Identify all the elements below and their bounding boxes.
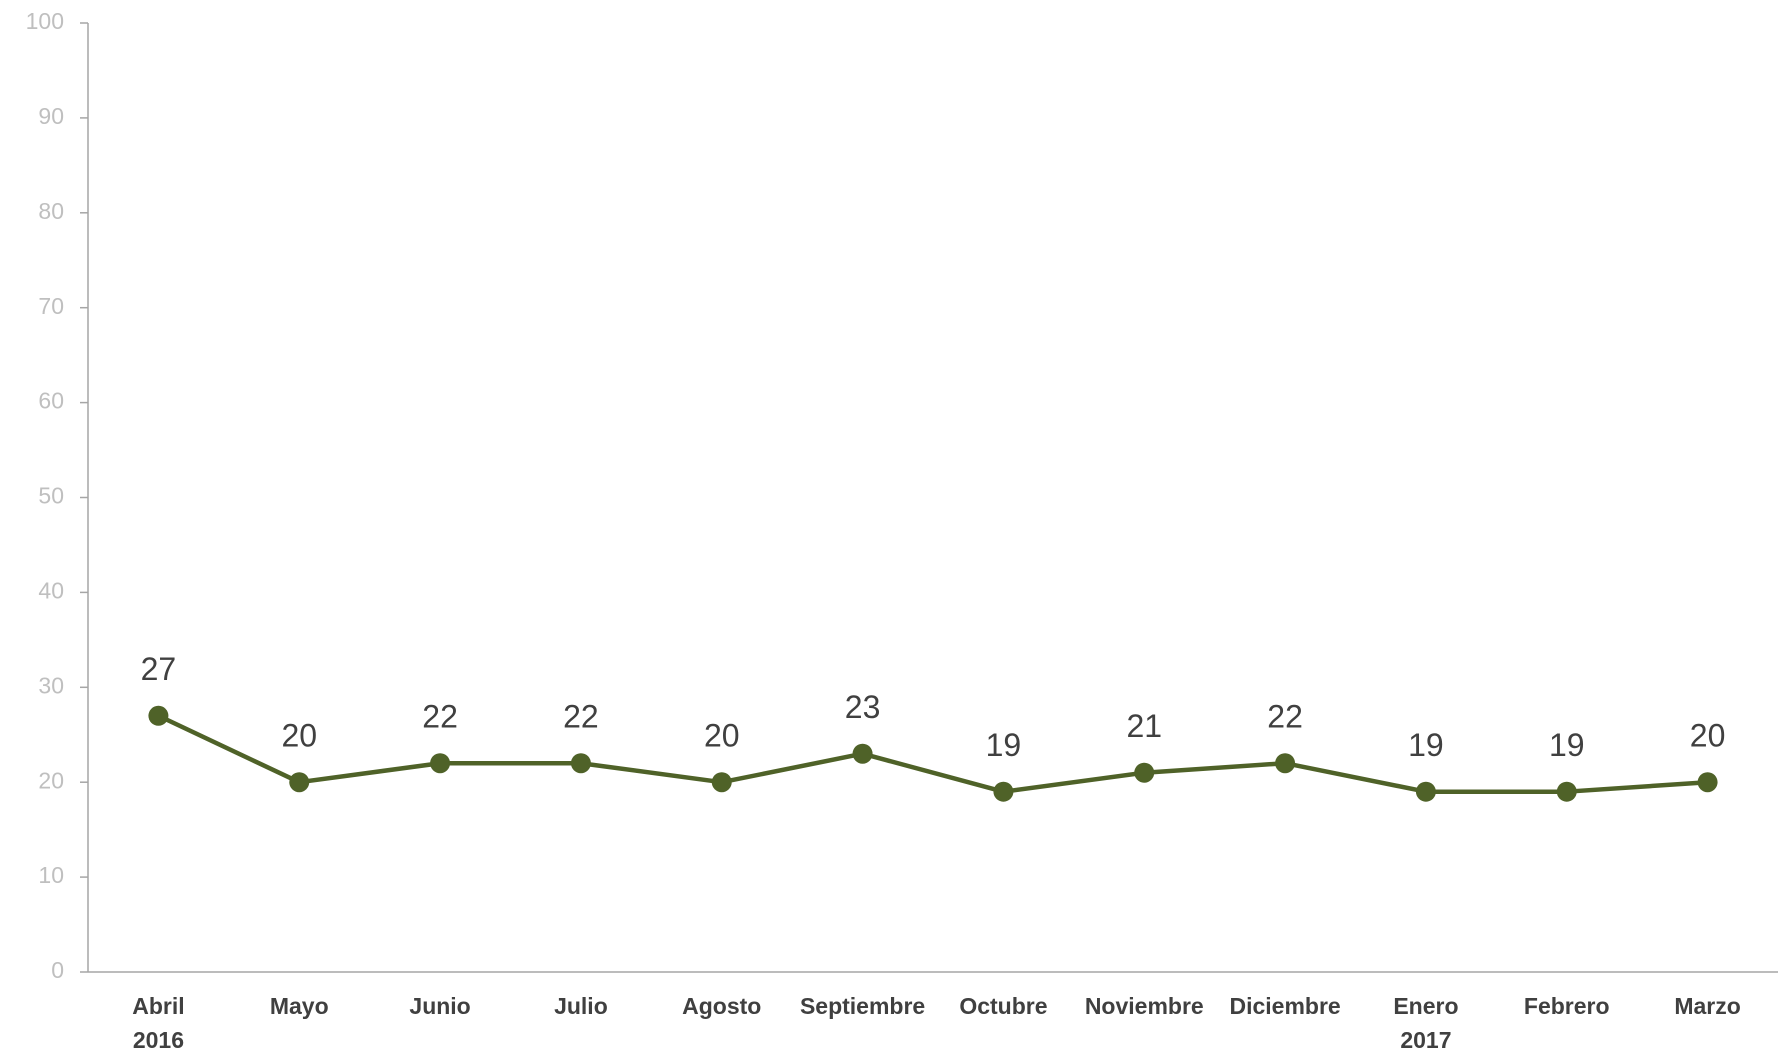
x-tick-label: Enero 2017 xyxy=(1393,993,1458,1053)
marker xyxy=(289,772,310,793)
data-label: 22 xyxy=(422,699,458,735)
y-tick-label: 100 xyxy=(26,8,64,34)
marker xyxy=(1697,772,1718,793)
data-label: 19 xyxy=(986,727,1022,763)
data-label: 20 xyxy=(1690,718,1726,754)
marker xyxy=(1415,781,1436,802)
x-tick-label: Octubre xyxy=(959,993,1047,1019)
data-label: 27 xyxy=(141,651,177,687)
marker xyxy=(993,781,1014,802)
y-tick-label: 60 xyxy=(38,388,64,414)
x-tick-label: Noviembre xyxy=(1085,993,1204,1019)
y-tick-label: 10 xyxy=(38,862,64,888)
y-tick-label: 0 xyxy=(51,957,64,983)
data-label: 22 xyxy=(563,699,599,735)
x-tick-label: Junio xyxy=(409,993,470,1019)
y-tick-label: 70 xyxy=(38,293,64,319)
y-tick-label: 90 xyxy=(38,103,64,129)
marker xyxy=(1275,753,1296,774)
marker xyxy=(1556,781,1577,802)
x-tick-label: Agosto xyxy=(682,993,761,1019)
x-tick-label: Diciembre xyxy=(1229,993,1340,1019)
marker xyxy=(148,705,169,726)
marker xyxy=(430,753,451,774)
data-label: 22 xyxy=(1267,699,1303,735)
y-tick-label: 20 xyxy=(38,767,64,793)
x-tick-label: Marzo xyxy=(1674,993,1740,1019)
marker xyxy=(570,753,591,774)
data-label: 19 xyxy=(1549,727,1585,763)
marker xyxy=(1134,762,1155,783)
y-tick-label: 80 xyxy=(38,198,64,224)
data-label: 19 xyxy=(1408,727,1444,763)
x-tick-label: Mayo xyxy=(270,993,329,1019)
y-tick-label: 50 xyxy=(38,483,64,509)
data-label: 20 xyxy=(281,718,317,754)
data-label: 21 xyxy=(1126,708,1162,744)
x-tick-label: Septiembre xyxy=(800,993,925,1019)
data-label: 20 xyxy=(704,718,740,754)
line xyxy=(157,713,1708,794)
y-tick-label: 30 xyxy=(38,672,64,698)
x-tick-label: Febrero xyxy=(1524,993,1610,1019)
marker xyxy=(711,772,732,793)
data-label: 23 xyxy=(845,689,881,725)
y-tick-label: 40 xyxy=(38,577,64,603)
x-tick-label: Abril 2016 xyxy=(132,993,184,1053)
marker xyxy=(852,743,873,764)
x-tick-label: Julio xyxy=(554,993,608,1019)
